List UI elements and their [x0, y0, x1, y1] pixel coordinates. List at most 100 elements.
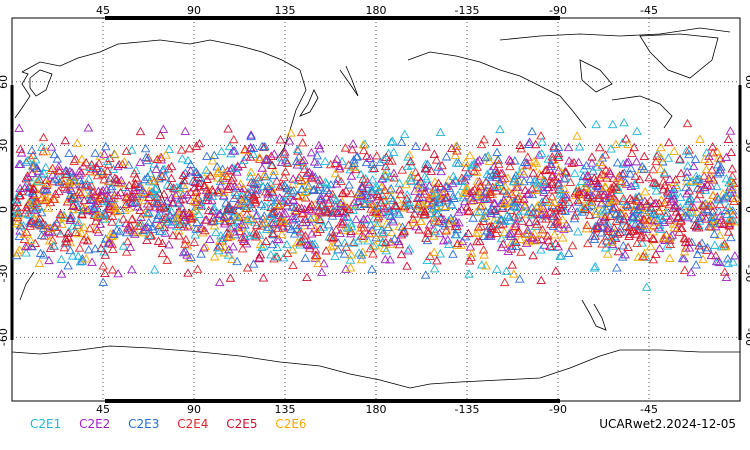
observation-triangle	[613, 229, 623, 238]
observation-triangle	[642, 199, 652, 208]
observation-triangle	[201, 215, 212, 224]
observation-triangle	[64, 148, 74, 158]
observation-triangle	[372, 150, 382, 160]
observation-triangle	[171, 221, 182, 231]
observation-triangle	[536, 245, 546, 254]
observation-triangle	[149, 159, 160, 168]
observation-triangle	[83, 205, 93, 214]
observation-triangle	[593, 190, 604, 199]
observation-triangle	[682, 212, 693, 222]
observation-triangle	[246, 131, 256, 141]
observation-triangle	[387, 215, 398, 224]
observation-triangle	[686, 267, 696, 277]
observation-triangle	[246, 167, 256, 176]
observation-triangle	[468, 213, 478, 222]
observation-triangle	[609, 194, 619, 204]
observation-triangle	[225, 273, 236, 282]
observation-triangle	[121, 247, 132, 256]
observation-triangle	[92, 198, 103, 208]
observation-triangle	[602, 173, 612, 182]
observation-triangle	[495, 124, 505, 134]
observation-triangle	[684, 243, 695, 252]
observation-triangle	[377, 190, 388, 200]
observation-triangle	[338, 216, 349, 226]
observation-triangle	[159, 164, 170, 173]
observation-triangle	[271, 176, 282, 185]
observation-triangle	[386, 183, 396, 193]
observation-triangle	[164, 240, 174, 249]
observation-triangle	[413, 172, 423, 181]
observation-triangle	[619, 117, 629, 127]
observation-triangle	[354, 187, 364, 197]
observation-triangle	[65, 213, 76, 222]
observation-triangle	[269, 166, 279, 176]
observation-triangle	[435, 249, 446, 258]
observation-triangle	[180, 126, 191, 135]
observation-triangle	[396, 249, 407, 259]
observation-triangle	[359, 223, 369, 232]
observation-triangle	[531, 185, 541, 194]
observation-triangle	[237, 219, 247, 229]
observation-triangle	[287, 245, 298, 254]
observation-triangle	[196, 197, 206, 206]
observation-triangle	[537, 224, 548, 234]
observation-triangle	[167, 198, 178, 207]
observation-triangle	[278, 196, 289, 205]
observation-triangle	[444, 239, 454, 249]
observation-triangle	[658, 184, 668, 194]
observation-triangle	[404, 244, 415, 253]
observation-triangle	[125, 225, 135, 234]
observation-triangle	[588, 166, 598, 175]
observation-triangle	[708, 190, 719, 200]
observation-triangle	[67, 251, 78, 260]
observation-triangle	[471, 191, 481, 200]
observation-triangle	[38, 132, 49, 142]
observation-triangle	[43, 203, 53, 212]
observation-triangle	[433, 178, 444, 187]
observation-triangle	[702, 206, 713, 215]
observation-triangle	[587, 158, 597, 167]
observation-triangle	[433, 162, 444, 171]
observation-triangle	[727, 184, 737, 194]
observation-triangle	[380, 185, 390, 194]
observation-triangle	[306, 173, 317, 183]
observation-triangle	[433, 216, 444, 226]
observation-triangle	[41, 175, 52, 184]
observation-triangle	[66, 172, 76, 182]
observation-triangle	[537, 137, 548, 146]
observation-triangle	[607, 239, 618, 248]
observation-triangle	[654, 206, 665, 215]
observation-triangle	[708, 218, 719, 227]
observation-triangle	[19, 183, 30, 192]
observation-triangle	[468, 159, 479, 169]
observation-triangle	[718, 194, 729, 203]
observation-triangle	[202, 151, 212, 160]
observation-triangle	[719, 218, 729, 227]
observation-triangle	[300, 231, 311, 240]
observation-triangle	[188, 196, 199, 205]
observation-triangle	[634, 201, 644, 210]
observation-triangle	[345, 255, 356, 264]
observation-triangle	[400, 201, 410, 211]
observation-triangle	[519, 206, 529, 215]
observation-triangle	[688, 202, 699, 211]
observation-triangle	[658, 177, 669, 186]
observation-triangle	[324, 231, 335, 241]
observation-triangle	[691, 260, 701, 269]
observation-triangle	[310, 239, 320, 248]
observation-triangle	[510, 219, 521, 228]
observation-triangle	[132, 197, 142, 207]
observation-triangle	[254, 154, 265, 163]
observation-triangle	[96, 166, 106, 175]
observation-triangle	[415, 216, 426, 225]
observation-triangle	[587, 152, 597, 161]
observation-triangle	[321, 246, 331, 255]
observation-triangle	[381, 219, 392, 228]
africa-south	[19, 271, 35, 301]
observation-triangle	[30, 238, 40, 247]
observation-triangle	[337, 219, 348, 228]
observation-triangle	[624, 202, 634, 211]
observation-triangle	[388, 195, 399, 204]
observation-triangle	[314, 205, 324, 215]
observation-triangle	[213, 168, 223, 177]
